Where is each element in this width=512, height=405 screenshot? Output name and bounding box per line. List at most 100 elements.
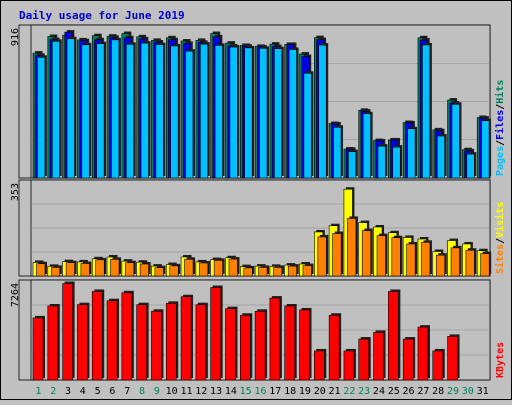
bar-kbytes-17 [269,297,281,381]
bar-sites-11 [184,259,194,277]
bar-pages-15 [244,47,253,179]
bar-sites-5 [95,259,105,277]
ymax-label: 353 [10,183,21,201]
x-tick-label: 9 [154,386,160,397]
x-tick-label: 29 [447,386,459,397]
bar-kbytes-13 [210,287,221,381]
x-tick-label: 28 [432,386,444,397]
bar-kbytes-21 [328,314,340,381]
bar-sites-2 [51,267,61,277]
bar-kbytes-1 [32,317,44,381]
bar-pages-11 [185,50,194,179]
bar-pages-8 [140,42,149,179]
bar-pages-27 [422,44,431,179]
bar-sites-18 [287,265,298,277]
bar-pages-20 [318,44,327,179]
x-tick-label: 7 [124,386,130,397]
bar-pages-26 [407,128,416,179]
bar-sites-27 [421,242,431,277]
bar-pages-31 [481,120,490,179]
x-tick-label: 22 [343,386,355,397]
bar-kbytes-5 [91,291,103,381]
x-tick-label: 24 [373,386,385,397]
legend-entry: Visits [494,202,506,238]
x-tick-label: 6 [109,386,115,397]
x-tick-label: 2 [50,386,56,397]
bar-kbytes-22 [343,350,355,381]
x-tick-label: 11 [180,386,192,397]
bar-kbytes-8 [136,304,147,381]
bar-pages-7 [125,43,135,179]
bar-pages-13 [214,45,223,179]
x-tick-label: 13 [210,386,222,397]
bar-kbytes-3 [62,283,73,381]
bar-pages-6 [111,39,120,179]
bar-kbytes-27 [417,326,429,381]
bar-sites-29 [450,247,460,277]
bar-sites-30 [465,249,475,277]
bar-kbytes-4 [77,304,88,381]
x-tick-label: 18 [284,386,296,397]
x-axis-labels: 1 2 3 4 5 6 7 8 9 10 11 12 13 14 15 16 17 18 19 20 21 22 23 24 2… [35,386,488,397]
bar-kbytes-12 [195,304,207,381]
bar-kbytes-11 [180,296,192,381]
bar-kbytes-23 [358,338,370,381]
legend-entry: Pages [495,146,506,176]
bar-pages-29 [451,104,460,179]
bar-pages-22 [348,151,357,179]
bar-pages-4 [81,44,90,179]
bar-kbytes-10 [165,303,177,381]
bar-pages-16 [259,48,268,179]
bar-sites-16 [258,267,268,277]
panel-kbytes: 7264 KBytes [10,279,506,381]
bar-sites-8 [139,263,149,277]
x-tick-label: 12 [195,386,207,397]
bar-sites-31 [480,253,490,277]
bar-pages-5 [96,43,105,179]
x-tick-label: 8 [139,386,145,397]
bar-sites-24 [376,235,386,277]
panel-visits: 353 Sites/Visits [10,179,506,277]
bar-sites-23 [361,230,372,277]
bar-kbytes-2 [47,305,59,381]
x-tick-label: 15 [240,386,252,397]
bar-sites-21 [332,233,342,277]
bar-sites-4 [80,263,90,277]
bar-pages-21 [333,126,342,179]
legend-hits: Pages/Files/Hits [494,80,506,176]
bar-pages-23 [362,113,371,179]
bar-pages-25 [392,146,401,179]
bar-kbytes-25 [388,291,399,381]
bar-kbytes-24 [373,332,384,381]
panels: 916Pages/Files/Hits353Sites/Visits7264KB… [10,24,506,381]
bar-pages-24 [377,145,386,179]
bar-sites-20 [317,236,327,277]
bar-pages-10 [170,45,179,179]
bar-kbytes-28 [432,350,444,381]
bar-sites-28 [435,254,446,277]
bar-sites-13 [213,260,223,277]
bar-pages-3 [66,38,75,179]
legend-visits: Sites/Visits [494,202,506,274]
legend-entry: KBytes [495,342,506,378]
x-tick-label: 23 [358,386,370,397]
bar-kbytes-7 [121,292,133,381]
bar-kbytes-18 [284,305,296,381]
x-tick-label: 19 [299,386,311,397]
x-tick-label: 5 [95,386,101,397]
x-tick-label: 3 [65,386,71,397]
bar-kbytes-16 [254,310,266,381]
bar-sites-25 [391,237,401,277]
ymax-label: 7264 [10,283,21,307]
bar-sites-26 [406,243,416,277]
x-tick-label: 30 [462,386,474,397]
bar-pages-14 [229,46,238,179]
bar-kbytes-6 [106,300,118,381]
bar-pages-17 [274,48,283,179]
legend-entry: / [495,140,506,146]
x-tick-label: 26 [403,386,415,397]
x-tick-label: 1 [35,386,41,397]
legend-entry: Hits [494,80,506,104]
x-tick-label: 27 [417,386,429,397]
bar-sites-7 [125,262,135,277]
